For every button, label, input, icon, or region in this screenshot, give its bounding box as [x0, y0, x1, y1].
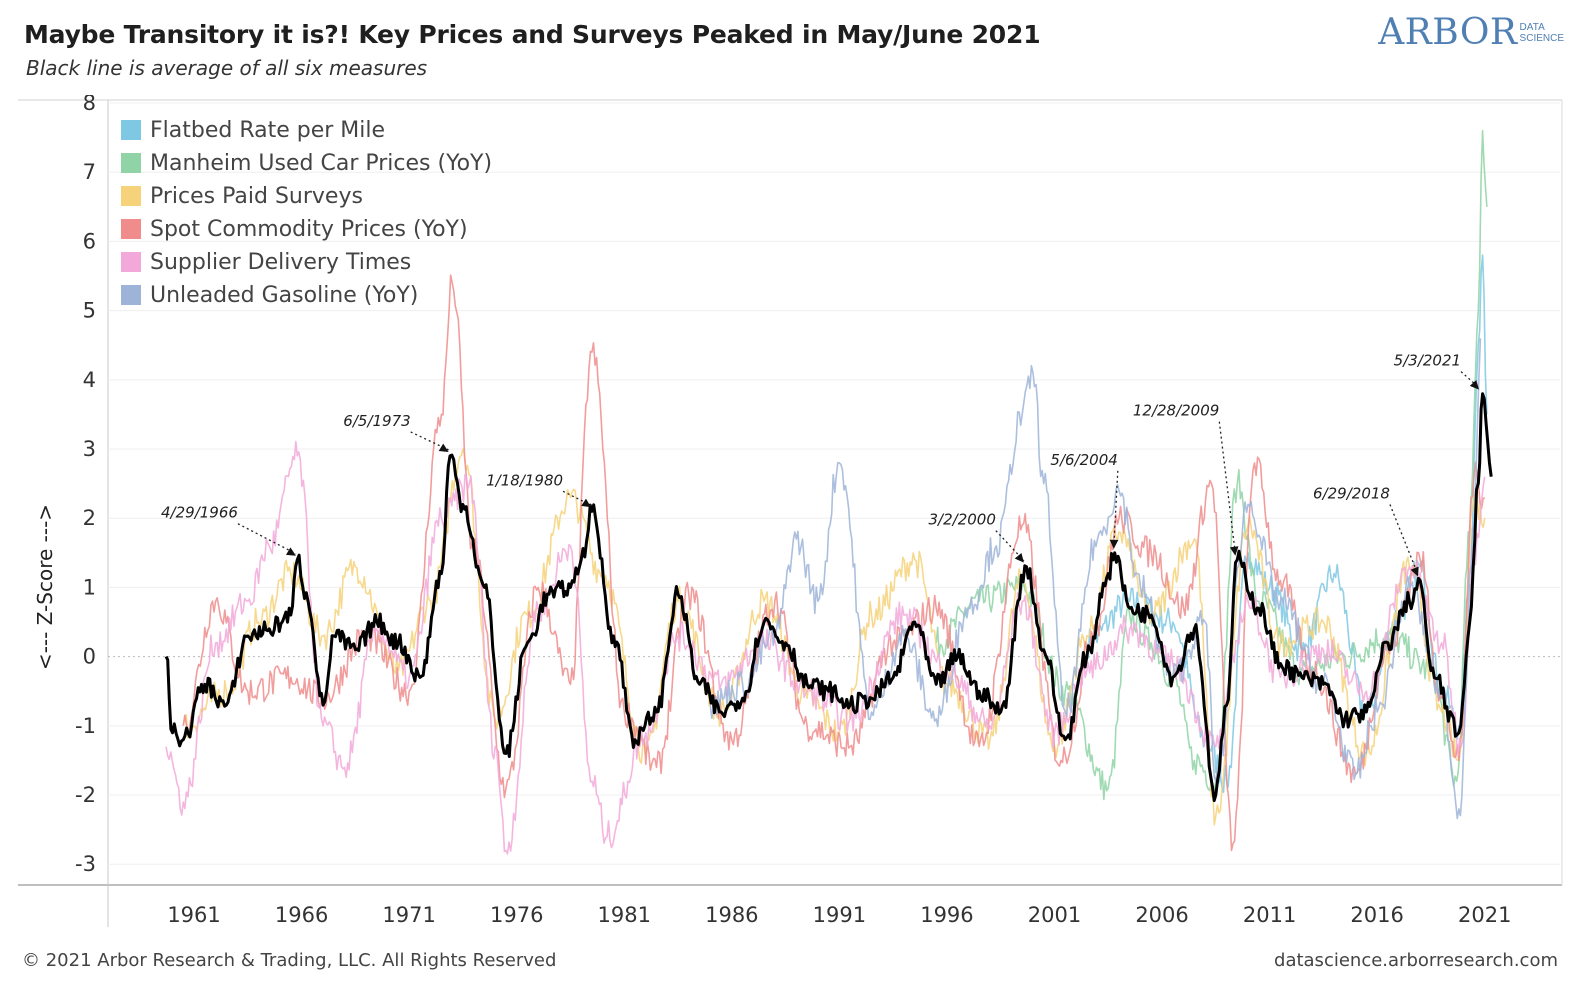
x-tick-label: 2016: [1350, 903, 1403, 927]
y-tick-label: 0: [83, 645, 96, 669]
series-line-average: [164, 392, 1493, 803]
x-axis-ticks: 1961 1966 1971 1976 1981 1986 1991 1996 2001 2006…: [167, 903, 1511, 927]
annotation-label: 12/28/2009: [1133, 402, 1219, 420]
y-tick-label: 4: [83, 368, 96, 392]
annotation-label: 5/6/2004: [1050, 451, 1117, 469]
annotation-label: 5/3/2021: [1394, 352, 1461, 370]
x-tick-label: 1991: [813, 903, 866, 927]
x-tick-label: 1971: [382, 903, 435, 927]
legend-label: Supplier Delivery Times: [150, 250, 411, 275]
legend-swatch: [121, 285, 141, 305]
legend-swatch: [121, 120, 141, 140]
arbor-logo: ARBOR DATA SCIENCE: [1378, 12, 1564, 53]
x-tick-label: 1996: [920, 903, 973, 927]
chart-title: Maybe Transitory it is?! Key Prices and …: [24, 20, 1041, 49]
copyright-notice: © 2021 Arbor Research & Trading, LLC. Al…: [22, 950, 557, 971]
annotation-arrowhead: [1410, 566, 1419, 577]
y-tick-label: -2: [75, 783, 96, 807]
annotation-label: 6/29/2018: [1313, 485, 1390, 503]
annotation-label: 1/18/1980: [486, 471, 563, 489]
x-tick-label: 1981: [598, 903, 651, 927]
annotation-arrowhead: [1014, 552, 1024, 563]
x-tick-label: 2001: [1028, 903, 1081, 927]
legend-swatch: [121, 219, 141, 239]
annotation-leader: [1218, 421, 1236, 554]
x-tick-label: 1961: [167, 903, 220, 927]
x-tick-label: 2011: [1243, 903, 1296, 927]
annotation-leader: [237, 523, 297, 555]
y-tick-label: 3: [83, 437, 96, 461]
chart-subtitle: Black line is average of all six measure…: [26, 56, 428, 80]
series-line-flatbed-rate-per-mile: [1086, 254, 1488, 794]
y-tick-label: 6: [83, 229, 96, 253]
logo-tagline-line1: DATA: [1519, 22, 1545, 33]
legend-label: Spot Commodity Prices (YoY): [150, 217, 468, 242]
y-tick-label: 5: [83, 299, 96, 323]
zscore-line-chart: 8 7 6 5 4 3 2 1 0 -1 -2 -3 1961 1966 1971 1976 1981 1986…: [18, 95, 1563, 927]
annotation-leader: [995, 530, 1025, 562]
y-tick-label: -1: [75, 714, 96, 738]
x-tick-label: 1966: [275, 903, 328, 927]
annotation-arrowhead: [285, 547, 296, 556]
y-axis-label: <--- Z-Score --->: [33, 504, 57, 670]
x-tick-label: 1986: [705, 903, 758, 927]
legend-swatch: [121, 186, 141, 206]
y-axis-ticks: 8 7 6 5 4 3 2 1 0 -1 -2 -3: [75, 95, 96, 876]
source-url[interactable]: datascience.arborresearch.com: [1274, 950, 1558, 971]
y-tick-label: -3: [75, 852, 96, 876]
x-tick-label: 2006: [1135, 903, 1188, 927]
legend-swatch: [121, 252, 141, 272]
legend-label: Prices Paid Surveys: [150, 184, 363, 209]
annotation-arrowhead: [1229, 546, 1239, 556]
annotation-arrowhead: [438, 443, 449, 452]
legend-label: Manheim Used Car Prices (YoY): [150, 151, 492, 176]
annotation-label: 3/2/2000: [929, 511, 996, 529]
x-tick-label: 1976: [490, 903, 543, 927]
y-tick-label: 8: [83, 95, 96, 115]
legend-swatch: [121, 153, 141, 173]
average-line-layer: [164, 392, 1493, 803]
y-tick-label: 2: [83, 506, 96, 530]
annotation-arrowhead: [1469, 380, 1480, 390]
series-line-unleaded-gasoline-yoy: [709, 338, 1482, 820]
x-tick-label: 2021: [1458, 903, 1511, 927]
legend-label: Flatbed Rate per Mile: [150, 118, 385, 143]
logo-wordmark: ARBOR: [1378, 12, 1518, 53]
annotation-arrowhead: [581, 498, 592, 508]
series-line-supplier-delivery-times: [165, 440, 1486, 855]
peak-annotations: 4/29/1966 6/5/1973 1/18/1980 3/2/2000 5/6/20…: [161, 352, 1480, 577]
y-tick-label: 1: [83, 575, 96, 599]
plot-frame: [18, 99, 1563, 927]
annotation-label: 4/29/1966: [161, 504, 238, 522]
series-line-spot-commodity-prices-yoy: [182, 274, 1486, 852]
legend: Flatbed Rate per Mile Manheim Used Car Pr…: [121, 118, 492, 308]
legend-label: Unleaded Gasoline (YoY): [150, 283, 418, 308]
annotation-label: 6/5/1973: [343, 412, 410, 430]
y-tick-label: 7: [83, 160, 96, 184]
annotation-arrowhead: [1109, 539, 1119, 549]
logo-tagline-line2: SCIENCE: [1519, 33, 1564, 44]
logo-tagline: DATA SCIENCE: [1520, 22, 1564, 44]
